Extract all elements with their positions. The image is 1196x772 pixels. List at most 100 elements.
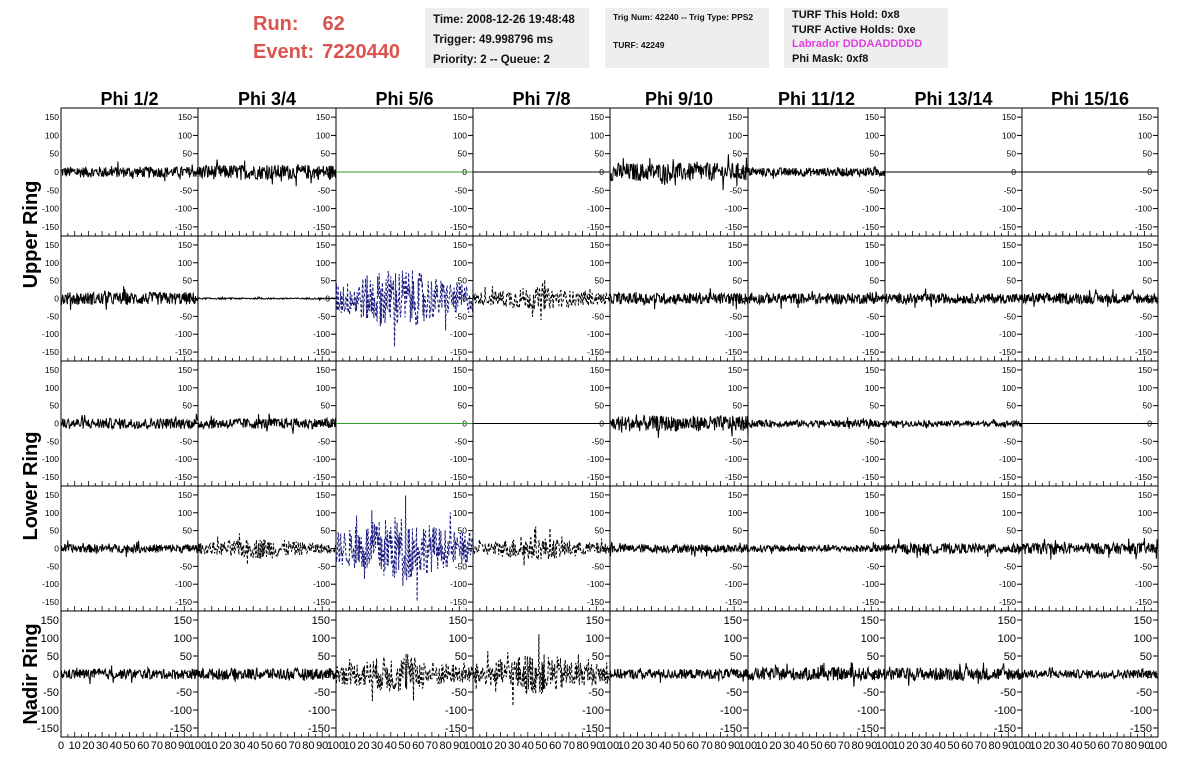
x-tick-label: 20: [769, 740, 781, 752]
y-tick-label: -50: [318, 561, 331, 571]
time-text: Time: 2008-12-26 19:48:48: [433, 14, 575, 26]
y-tick-label: -50: [47, 311, 60, 321]
y-tick-label: 150: [178, 112, 192, 122]
y-tick-label: 50: [455, 651, 467, 663]
y-tick-label: 50: [180, 651, 192, 663]
y-tick-label: 50: [1143, 276, 1153, 286]
x-tick-label: 60: [412, 740, 424, 752]
y-tick-label: 150: [1134, 615, 1152, 627]
y-tick-label: -150: [37, 723, 59, 735]
x-tick-label: 90: [590, 740, 602, 752]
y-tick-label: 100: [998, 633, 1016, 645]
y-tick-label: 100: [45, 130, 59, 140]
y-tick-label: -150: [450, 222, 467, 232]
y-tick-label: 150: [316, 490, 330, 500]
trace-line: [335, 653, 474, 702]
y-tick-label: 100: [1138, 508, 1152, 518]
y-tick-label: -50: [1136, 687, 1152, 699]
y-tick-label: -50: [318, 311, 331, 321]
trig-num-panel: Trig Num: 42240 -- Trig Type: PPS2 TURF:…: [605, 8, 769, 68]
x-tick-label: 0: [58, 740, 64, 752]
y-tick-label: -100: [725, 579, 742, 589]
x-tick-label: 30: [1057, 740, 1069, 752]
x-tick-label: 20: [1043, 740, 1055, 752]
y-tick-label: -150: [1130, 723, 1152, 735]
column-title: Phi 3/4: [238, 89, 296, 109]
y-tick-label: 50: [595, 401, 605, 411]
x-tick-label: 60: [549, 740, 561, 752]
y-tick-label: -150: [175, 347, 192, 357]
y-tick-label: 100: [174, 633, 192, 645]
turf-active-text: TURF Active Holds: 0xe: [792, 23, 916, 36]
y-tick-label: 150: [453, 240, 467, 250]
y-tick-label: 100: [590, 130, 604, 140]
y-tick-label: 50: [318, 651, 330, 663]
trace-line: [747, 542, 886, 554]
x-tick-label: 100: [601, 740, 619, 752]
y-tick-label: 100: [728, 383, 742, 393]
x-tick-label: 70: [975, 740, 987, 752]
trace-line: [197, 159, 337, 187]
x-tick-label: 80: [988, 740, 1000, 752]
y-tick-label: 100: [861, 633, 879, 645]
y-tick-label: -50: [592, 561, 605, 571]
y-tick-label: -150: [857, 723, 879, 735]
y-tick-label: 150: [178, 490, 192, 500]
y-tick-label: 100: [45, 508, 59, 518]
trace-line: [335, 269, 474, 347]
y-tick-label: -150: [725, 472, 742, 482]
y-tick-label: 150: [316, 240, 330, 250]
y-tick-label: 150: [41, 615, 59, 627]
y-tick-label: 150: [865, 112, 879, 122]
y-tick-label: 100: [178, 383, 192, 393]
y-tick-label: -150: [587, 347, 604, 357]
y-tick-label: 50: [1143, 526, 1153, 536]
y-tick-label: 50: [458, 276, 468, 286]
y-tick-label: -50: [1140, 311, 1153, 321]
column-title: Phi 15/16: [1051, 89, 1129, 109]
time-trigger-panel: Time: 2008-12-26 19:48:48 Trigger: 49.99…: [425, 8, 589, 68]
y-tick-label: 150: [316, 365, 330, 375]
y-tick-label: -50: [455, 311, 468, 321]
trace-line: [197, 533, 337, 565]
y-tick-label: -100: [582, 705, 604, 717]
y-tick-label: -50: [867, 185, 880, 195]
y-tick-label: 100: [449, 633, 467, 645]
y-tick-label: 150: [45, 490, 59, 500]
y-tick-label: 100: [316, 258, 330, 268]
x-tick-label: 20: [82, 740, 94, 752]
y-tick-label: 0: [186, 669, 192, 681]
x-tick-label: 60: [275, 740, 287, 752]
y-tick-label: 150: [1138, 490, 1152, 500]
row-group-label: Lower Ring: [20, 432, 42, 541]
y-tick-label: -150: [999, 597, 1016, 607]
y-tick-label: 50: [183, 276, 193, 286]
y-tick-label: -50: [455, 185, 468, 195]
y-tick-label: 150: [1002, 490, 1016, 500]
y-tick-label: 50: [50, 401, 60, 411]
y-tick-label: -100: [862, 204, 879, 214]
y-tick-label: -150: [42, 347, 59, 357]
trig-num-text: Trig Num: 42240 -- Trig Type: PPS2: [613, 12, 754, 22]
x-tick-label: 50: [947, 740, 959, 752]
y-tick-label: 50: [595, 276, 605, 286]
y-tick-label: -150: [1135, 347, 1152, 357]
y-tick-label: -100: [720, 705, 742, 717]
column-title: Phi 13/14: [914, 89, 992, 109]
x-tick-label: 30: [645, 740, 657, 752]
y-tick-label: -100: [313, 579, 330, 589]
y-tick-label: 0: [53, 669, 59, 681]
y-tick-label: -150: [725, 222, 742, 232]
y-tick-label: 100: [865, 130, 879, 140]
y-tick-label: -150: [175, 222, 192, 232]
x-tick-label: 10: [206, 740, 218, 752]
trace-line: [472, 526, 611, 566]
y-tick-label: -50: [318, 436, 331, 446]
y-tick-label: -100: [862, 329, 879, 339]
y-tick-label: 50: [50, 149, 60, 159]
y-tick-label: -100: [1135, 454, 1152, 464]
y-tick-label: 50: [1007, 401, 1017, 411]
y-tick-label: 150: [728, 240, 742, 250]
y-tick-label: 100: [453, 258, 467, 268]
y-tick-label: 0: [873, 669, 879, 681]
